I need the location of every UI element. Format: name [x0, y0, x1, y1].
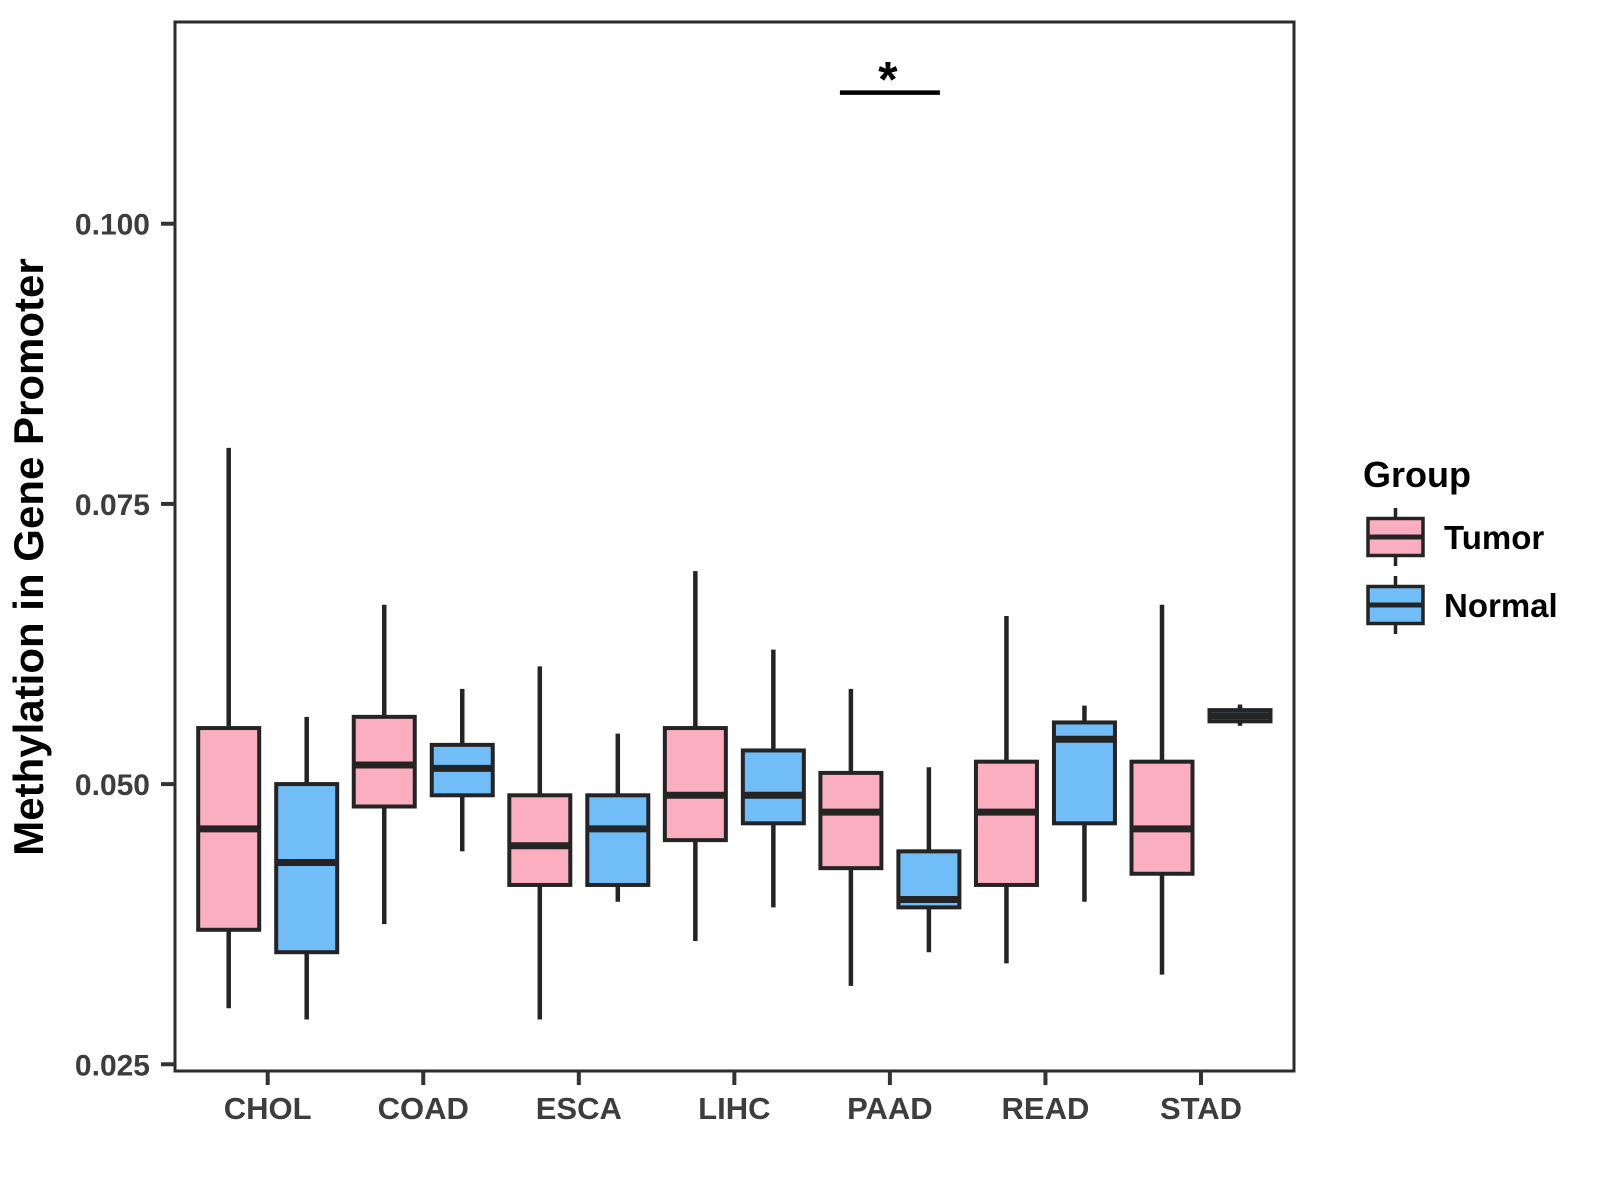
box-LIHC-Normal [740, 748, 806, 826]
legend-title: Group [1363, 454, 1471, 495]
box-CHOL-Normal [274, 782, 340, 955]
box-ESCA-Tumor [507, 793, 573, 887]
box-ESCA-Normal [585, 793, 651, 887]
legend-label-tumor: Tumor [1444, 519, 1544, 556]
x-axis-label-PAAD: PAAD [847, 1091, 933, 1126]
box-STAD-Tumor [1129, 759, 1195, 876]
y-axis-title: Methylation in Gene Promoter [5, 258, 52, 855]
y-tick-label: 0.100 [75, 209, 150, 242]
x-axis-label-COAD: COAD [378, 1091, 469, 1126]
box-PAAD-Tumor [818, 770, 884, 871]
plot-panel-border [173, 20, 1296, 1073]
box-LIHC-Tumor [662, 726, 728, 843]
x-axis-label-READ: READ [1002, 1091, 1090, 1126]
y-tick-label: 0.050 [75, 769, 150, 802]
legend-label-normal: Normal [1444, 587, 1558, 624]
x-axis-label-ESCA: ESCA [536, 1091, 622, 1126]
x-axis-label-STAD: STAD [1160, 1091, 1242, 1126]
y-tick-label: 0.025 [75, 1049, 150, 1082]
significance-asterisk: * [878, 52, 898, 108]
x-axis-label-CHOL: CHOL [224, 1091, 312, 1126]
x-axis-label-LIHC: LIHC [698, 1091, 770, 1126]
y-tick-label: 0.075 [75, 489, 150, 522]
box-READ-Tumor [973, 759, 1039, 887]
